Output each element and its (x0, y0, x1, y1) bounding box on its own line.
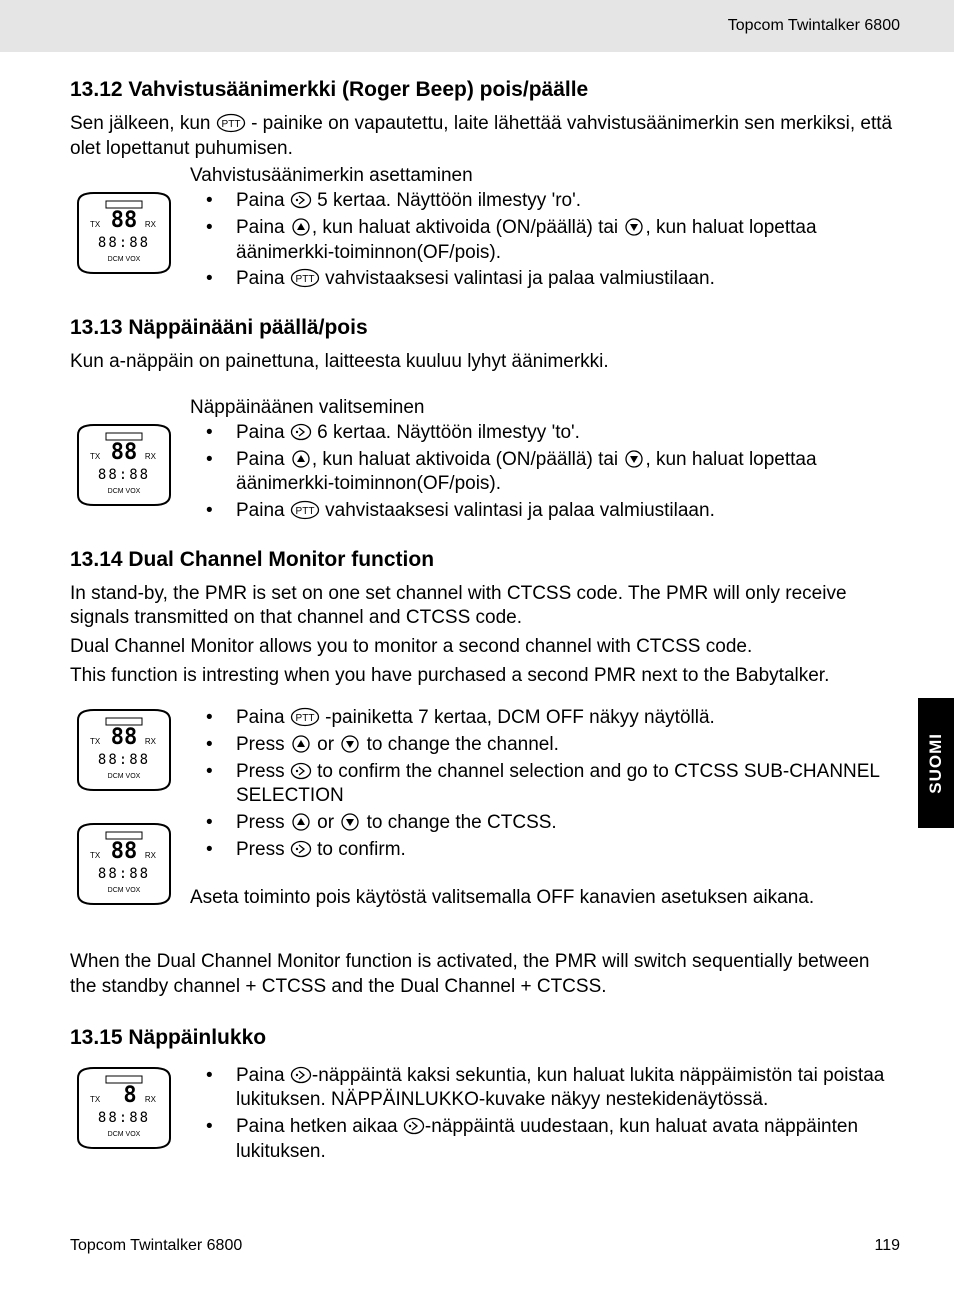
svg-text:TX: TX (90, 1095, 101, 1104)
svg-text:DCM VOX: DCM VOX (108, 773, 141, 780)
svg-text:88: 88 (111, 725, 138, 750)
after-13-14: When the Dual Channel Monitor function i… (70, 950, 900, 999)
svg-text:88:88: 88:88 (98, 866, 150, 882)
down-icon (623, 449, 645, 469)
svg-text:DCM VOX: DCM VOX (108, 887, 141, 894)
svg-text:DCM VOX: DCM VOX (108, 256, 141, 263)
heading-13-14: 13.14 Dual Channel Monitor function (70, 548, 900, 572)
menu-icon (403, 1116, 425, 1136)
svg-text:RX: RX (145, 1095, 157, 1104)
down-icon (339, 734, 361, 754)
subtitle-13-13: Näppäinäänen valitseminen (190, 397, 900, 419)
svg-text:RX: RX (145, 737, 157, 746)
svg-text:88:88: 88:88 (98, 752, 150, 768)
bullets-13-15: Paina -näppäintä kaksi sekuntia, kun hal… (190, 1064, 900, 1167)
svg-text:TX: TX (90, 851, 101, 860)
svg-text:DCM VOX: DCM VOX (108, 1131, 141, 1138)
footer-page: 119 (874, 1237, 900, 1255)
svg-text:RX: RX (145, 220, 157, 229)
down-icon (339, 812, 361, 832)
menu-icon (290, 761, 312, 781)
svg-text:RX: RX (145, 452, 157, 461)
header-bar: Topcom Twintalker 6800 (0, 0, 954, 52)
up-icon (290, 449, 312, 469)
menu-icon (290, 1065, 312, 1085)
heading-13-15: 13.15 Näppäinlukko (70, 1026, 900, 1050)
up-icon (290, 734, 312, 754)
svg-text:88: 88 (111, 208, 138, 233)
svg-text:88: 88 (111, 839, 138, 864)
note-13-14: Aseta toiminto pois käytöstä valitsemall… (190, 886, 900, 911)
svg-text:PTT: PTT (295, 506, 314, 517)
p1-13-14: In stand-by, the PMR is set on one set c… (70, 582, 900, 631)
footer-product: Topcom Twintalker 6800 (70, 1237, 242, 1255)
menu-icon (290, 422, 312, 442)
svg-text:PTT: PTT (221, 119, 240, 130)
lcd-display-icon: 88 TX RX 88:88 DCM VOX (70, 706, 178, 814)
ptt-icon: PTT (290, 707, 320, 727)
lcd-display-icon: 88 TX RX 88:88 DCM VOX (70, 421, 178, 509)
intro-13-13: Kun a-näppäin on painettuna, laitteesta … (70, 350, 900, 375)
subtitle-13-12: Vahvistusäänimerkin asettaminen (190, 165, 900, 187)
up-icon (290, 217, 312, 237)
svg-text:8: 8 (123, 1083, 136, 1108)
svg-text:DCM VOX: DCM VOX (108, 488, 141, 495)
lcd-display-icon: 88 TX RX 88:88 DCM VOX (70, 189, 178, 277)
down-icon (623, 217, 645, 237)
menu-icon (290, 190, 312, 210)
heading-13-12: 13.12 Vahvistusäänimerkki (Roger Beep) p… (70, 78, 900, 102)
svg-text:PTT: PTT (295, 274, 314, 285)
svg-text:TX: TX (90, 452, 101, 461)
svg-text:88:88: 88:88 (98, 235, 150, 251)
bullets-13-12: Paina 5 kertaa. Näyttöön ilmestyy 'ro'. … (190, 189, 900, 294)
svg-text:PTT: PTT (295, 713, 314, 724)
menu-icon (290, 839, 312, 859)
footer: Topcom Twintalker 6800 119 (0, 1237, 954, 1255)
p2-13-14: Dual Channel Monitor allows you to monit… (70, 635, 900, 660)
language-tab: SUOMI (918, 698, 954, 828)
svg-text:TX: TX (90, 737, 101, 746)
bullets-13-13: Paina 6 kertaa. Näyttöön ilmestyy 'to'. … (190, 421, 900, 526)
ptt-icon: PTT (290, 268, 320, 288)
heading-13-13: 13.13 Näppäinääni päällä/pois (70, 316, 900, 340)
svg-text:88: 88 (111, 440, 138, 465)
p3-13-14: This function is intresting when you hav… (70, 664, 900, 689)
language-tab-label: SUOMI (926, 733, 946, 794)
bullets-13-14: Paina PTT -painiketta 7 kertaa, DCM OFF … (190, 706, 900, 911)
intro-13-12: Sen jälkeen, kun PTT - painike on vapaut… (70, 112, 900, 161)
up-icon (290, 812, 312, 832)
lcd-display-icon: 8 TX RX 88:88 DCM VOX (70, 1064, 178, 1152)
header-product: Topcom Twintalker 6800 (728, 17, 900, 35)
svg-text:RX: RX (145, 851, 157, 860)
lcd-display-icon: 88 TX RX 88:88 DCM VOX (70, 820, 178, 928)
ptt-icon: PTT (216, 113, 246, 133)
svg-text:88:88: 88:88 (98, 1110, 150, 1126)
svg-text:88:88: 88:88 (98, 467, 150, 483)
svg-text:TX: TX (90, 220, 101, 229)
ptt-icon: PTT (290, 500, 320, 520)
